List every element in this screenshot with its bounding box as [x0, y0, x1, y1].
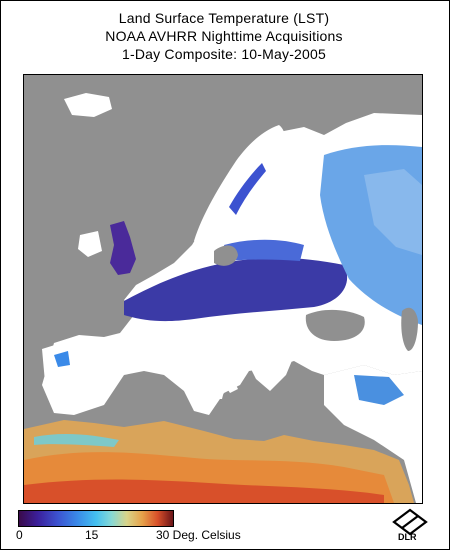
balkans-landmass	[244, 333, 296, 391]
title-line-2: NOAA AVHRR Nighttime Acquisitions	[105, 28, 343, 44]
black-sea	[305, 309, 365, 341]
legend-mid-label: 15	[85, 528, 99, 542]
sicily	[210, 391, 224, 399]
map-canvas	[24, 75, 422, 503]
iberia-cool-spot	[54, 351, 70, 367]
corsica-sardinia	[174, 349, 182, 369]
sweden-cold-zone	[229, 163, 266, 215]
baltic-sea	[214, 245, 238, 266]
lst-map	[23, 74, 423, 504]
russia-mild-zone	[364, 169, 422, 255]
dlr-logo-text: DLR	[398, 532, 417, 542]
caspian-sea	[401, 307, 418, 351]
africa-hot-zone	[24, 479, 384, 503]
title-line-1: Land Surface Temperature (LST)	[118, 10, 330, 26]
temperature-color-bar	[19, 511, 173, 526]
middle-east-landmass	[324, 365, 422, 503]
central-europe-cold-band	[124, 257, 348, 322]
legend-max-label: 30 Deg. Celsius	[156, 528, 241, 542]
dlr-logo-icon	[392, 508, 428, 536]
baltic-cold-zone	[224, 239, 304, 261]
temperature-legend	[18, 510, 174, 527]
maghreb-cool-zone	[34, 433, 119, 447]
italy-landmass	[192, 331, 238, 393]
legend-min-label: 0	[16, 528, 23, 542]
ireland	[78, 231, 102, 257]
great-britain	[110, 221, 136, 275]
map-title: Land Surface Temperature (LST) NOAA AVHR…	[0, 9, 448, 63]
scandinavia-landmass	[194, 125, 285, 251]
anatolia-cool-zone	[354, 375, 404, 405]
title-line-3: 1-Day Composite: 10-May-2005	[121, 46, 327, 62]
iceland-landmass	[64, 93, 112, 117]
